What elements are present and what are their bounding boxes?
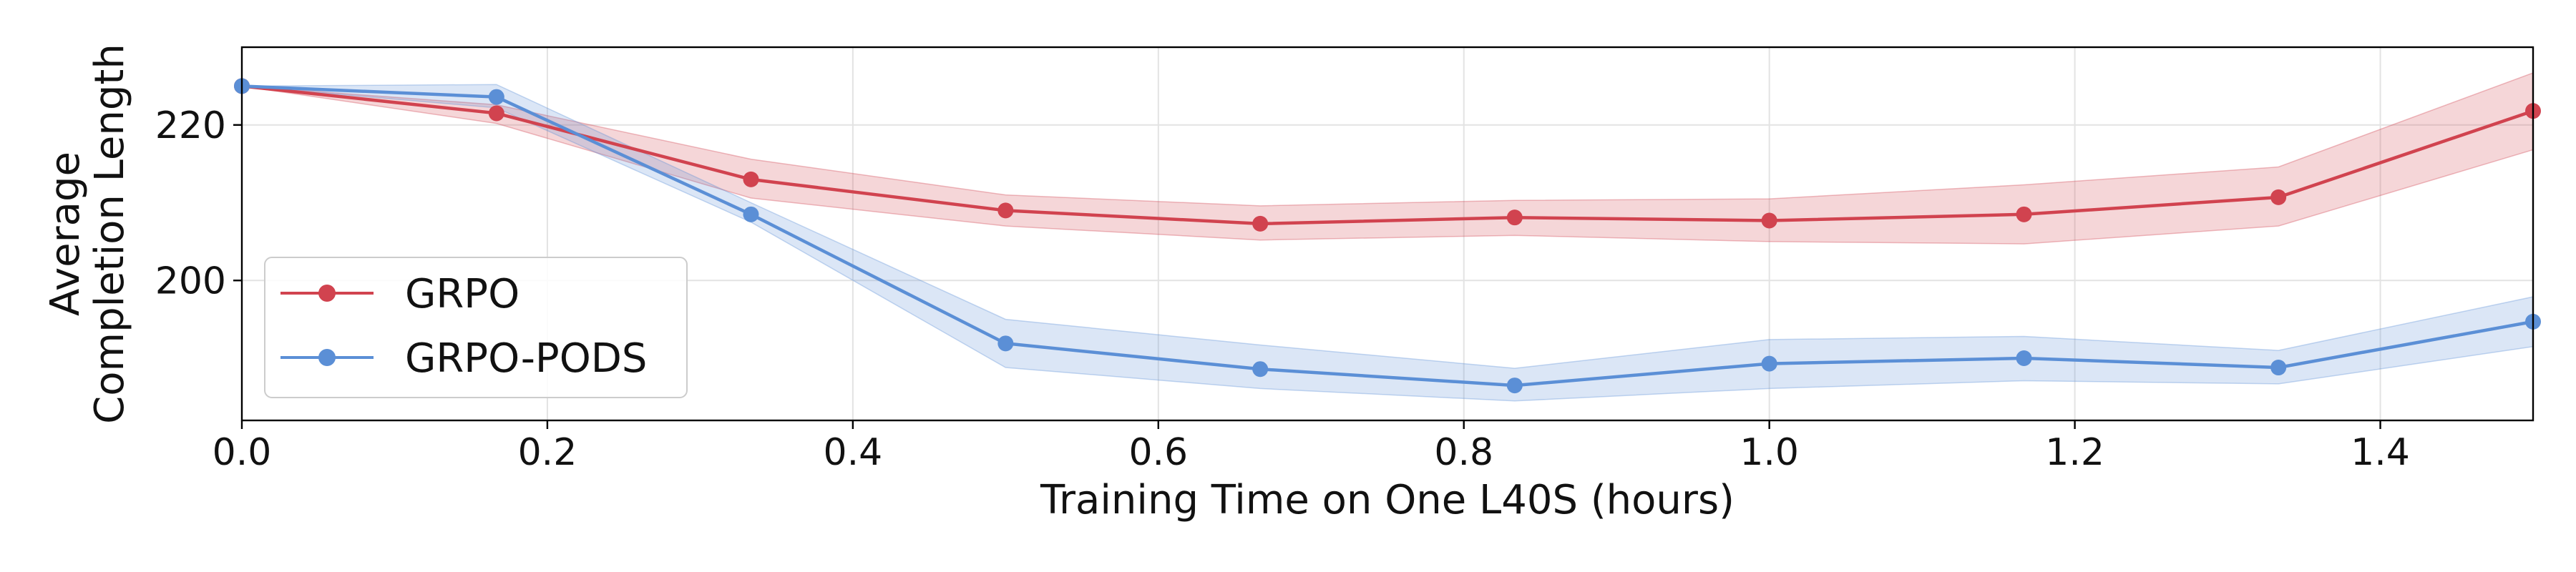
- tick-labels: 0.0 0.2 0.4 0.6 0.8 1.0 1.2 1.4 200 220: [155, 104, 2410, 474]
- data-point-grpo: [488, 105, 504, 122]
- data-point-grpo: [2270, 189, 2287, 205]
- x-axis-label: Training Time on One L40S (hours): [1040, 477, 1735, 523]
- data-point-grpo: [997, 202, 1014, 219]
- x-tick-label: 1.2: [2045, 431, 2104, 474]
- x-tick-label: 0.8: [1434, 431, 1493, 474]
- data-point-grpo-pods: [488, 89, 504, 105]
- data-point-grpo-pods: [1761, 355, 1777, 372]
- y-axis-label-line-1: Average: [42, 152, 89, 316]
- x-tick-label: 1.4: [2351, 431, 2410, 474]
- confidence-band-grpo: [241, 72, 2534, 245]
- series-line-grpo: [241, 84, 2534, 226]
- x-tick-label: 0.4: [824, 431, 883, 474]
- grid-lines: [241, 47, 2533, 420]
- data-point-grpo-pods: [2016, 350, 2032, 366]
- legend-label-grpo: GRPO: [405, 271, 519, 317]
- data-point-grpo-pods: [1506, 378, 1523, 394]
- x-tick-label: 0.0: [213, 431, 272, 474]
- plot-frame: [240, 46, 2534, 422]
- series-lines: [241, 84, 2534, 388]
- legend: GRPO GRPO-PODS: [264, 257, 688, 398]
- data-point-grpo-pods: [997, 335, 1014, 352]
- data-point-grpo: [1252, 215, 1269, 232]
- legend-label-grpo-pods: GRPO-PODS: [405, 335, 647, 382]
- data-point-grpo: [1506, 209, 1523, 226]
- data-point-grpo: [1761, 212, 1777, 229]
- y-tick-label: 200: [155, 260, 226, 302]
- y-axis-label-line-2: Completion Length: [87, 44, 133, 424]
- legend-marker-grpo: [318, 285, 336, 302]
- data-point-grpo: [743, 171, 759, 187]
- data-point-grpo-pods: [1252, 361, 1269, 378]
- axis-ticks: [233, 124, 2381, 429]
- y-tick-label: 220: [155, 104, 226, 147]
- x-tick-label: 0.2: [518, 431, 577, 474]
- data-point-grpo-pods: [743, 206, 759, 222]
- x-tick-label: 1.0: [1740, 431, 1799, 474]
- data-point-grpo-pods: [2270, 360, 2287, 376]
- x-tick-label: 0.6: [1128, 431, 1188, 474]
- legend-marker-grpo-pods: [318, 349, 336, 366]
- data-point-grpo: [2016, 206, 2032, 222]
- series-line-grpo-pods: [241, 84, 2534, 388]
